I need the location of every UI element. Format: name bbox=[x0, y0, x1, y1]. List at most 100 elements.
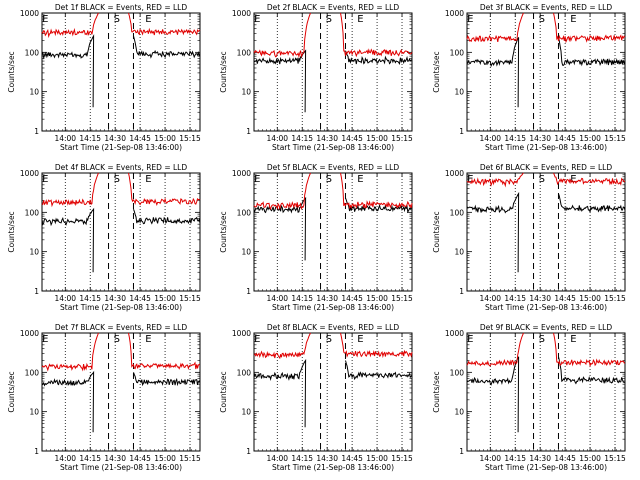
interval-marker: E bbox=[254, 14, 260, 25]
series-lld-post bbox=[128, 12, 201, 36]
x-tick-label: 15:15 bbox=[179, 294, 201, 303]
x-tick-label: 14:15 bbox=[79, 454, 101, 463]
x-tick-label: 15:00 bbox=[154, 134, 176, 143]
x-tick-label: 14:45 bbox=[341, 294, 363, 303]
x-tick-label: 15:00 bbox=[579, 134, 601, 143]
interval-marker: S bbox=[326, 14, 332, 25]
x-tick-label: 14:15 bbox=[291, 294, 313, 303]
panel-title: Det 2f BLACK = Events, RED = LLD bbox=[267, 3, 400, 12]
y-tick-label: 10 bbox=[29, 248, 39, 257]
interval-marker: E bbox=[254, 334, 260, 345]
series-events-post bbox=[133, 372, 201, 387]
series-events-post bbox=[558, 356, 626, 385]
panel-det-8: Det 8f BLACK = Events, RED = LLD 1 10 100 10… bbox=[219, 323, 413, 472]
y-axis-label: Counts/sec bbox=[432, 211, 441, 252]
x-tick-label: 14:00 bbox=[266, 294, 288, 303]
x-axis-label: Start Time (21-Sep-08 13:46:00) bbox=[272, 303, 394, 312]
x-tick-label: 14:45 bbox=[129, 294, 151, 303]
x-tick-label: 14:30 bbox=[529, 454, 551, 463]
interval-marker: E bbox=[42, 174, 48, 185]
series-events-post bbox=[558, 193, 626, 214]
x-tick-label: 14:15 bbox=[291, 454, 313, 463]
x-tick-label: 14:15 bbox=[504, 294, 526, 303]
y-tick-label: 10 bbox=[454, 88, 464, 97]
series-events-pre bbox=[41, 34, 95, 108]
panel-title: Det 3f BLACK = Events, RED = LLD bbox=[480, 3, 613, 12]
series-lld-post bbox=[340, 172, 413, 210]
series-lld-pre bbox=[253, 172, 311, 211]
x-tick-label: 14:30 bbox=[316, 454, 338, 463]
panel-title: Det 8f BLACK = Events, RED = LLD bbox=[267, 323, 400, 332]
series-events-pre bbox=[41, 207, 95, 273]
x-tick-label: 14:30 bbox=[529, 134, 551, 143]
interval-marker: E bbox=[145, 334, 151, 345]
y-tick-label: 1000 bbox=[20, 329, 39, 338]
x-tick-label: 14:00 bbox=[54, 134, 76, 143]
x-tick-label: 14:30 bbox=[104, 134, 126, 143]
panel-det-2: Det 2f BLACK = Events, RED = LLD 1 10 100 10… bbox=[219, 3, 413, 152]
plot-frame bbox=[466, 12, 626, 132]
panel-det-6: Det 6f BLACK = Events, RED = LLD 1 10 100 10… bbox=[432, 163, 626, 312]
interval-marker: S bbox=[539, 14, 545, 25]
series-events-pre bbox=[253, 196, 307, 261]
series-lld-post bbox=[128, 172, 201, 207]
x-tick-label: 15:00 bbox=[366, 294, 388, 303]
series-events-pre bbox=[253, 49, 307, 113]
interval-marker: E bbox=[570, 334, 576, 345]
y-axis-label: Counts/sec bbox=[219, 371, 228, 412]
series-lld-pre bbox=[466, 332, 524, 367]
series-events-pre bbox=[41, 370, 95, 433]
y-tick-label: 10 bbox=[454, 248, 464, 257]
x-axis-label: Start Time (21-Sep-08 13:46:00) bbox=[272, 143, 394, 152]
x-tick-label: 15:00 bbox=[366, 134, 388, 143]
y-tick-label: 100 bbox=[450, 48, 465, 57]
interval-marker: E bbox=[467, 14, 473, 25]
panel-title: Det 5f BLACK = Events, RED = LLD bbox=[267, 163, 400, 172]
y-axis-label: Counts/sec bbox=[7, 51, 16, 92]
x-tick-label: 14:45 bbox=[554, 294, 576, 303]
x-tick-label: 15:15 bbox=[604, 454, 626, 463]
series-lld-post bbox=[340, 332, 413, 359]
panel-det-5: Det 5f BLACK = Events, RED = LLD 1 10 100 10… bbox=[219, 163, 413, 312]
series-lld-pre bbox=[41, 172, 99, 208]
x-tick-label: 15:00 bbox=[366, 454, 388, 463]
series-events-pre bbox=[253, 358, 307, 428]
x-tick-label: 14:00 bbox=[479, 134, 501, 143]
interval-marker: E bbox=[357, 174, 363, 185]
plot-frame bbox=[466, 172, 626, 292]
panel-det-1: Det 1f BLACK = Events, RED = LLD 1 10 100 10… bbox=[7, 3, 201, 152]
y-tick-label: 10 bbox=[454, 408, 464, 417]
interval-marker: E bbox=[570, 174, 576, 185]
y-tick-label: 10 bbox=[241, 88, 251, 97]
x-tick-label: 14:15 bbox=[79, 134, 101, 143]
y-axis-label: Counts/sec bbox=[7, 371, 16, 412]
y-tick-label: 1 bbox=[34, 447, 39, 456]
interval-marker: S bbox=[539, 334, 545, 345]
x-tick-label: 15:15 bbox=[391, 134, 413, 143]
x-tick-label: 15:15 bbox=[604, 294, 626, 303]
interval-marker: E bbox=[357, 334, 363, 345]
x-tick-label: 14:45 bbox=[341, 134, 363, 143]
x-tick-label: 14:30 bbox=[104, 454, 126, 463]
x-axis-label: Start Time (21-Sep-08 13:46:00) bbox=[60, 303, 182, 312]
x-tick-label: 15:15 bbox=[604, 134, 626, 143]
x-tick-label: 14:00 bbox=[54, 454, 76, 463]
x-tick-label: 15:00 bbox=[579, 294, 601, 303]
y-axis-label: Counts/sec bbox=[7, 211, 16, 252]
x-tick-label: 14:00 bbox=[479, 454, 501, 463]
x-tick-label: 14:15 bbox=[504, 454, 526, 463]
panel-det-3: Det 3f BLACK = Events, RED = LLD 1 10 100 10… bbox=[432, 3, 626, 152]
panel-title: Det 9f BLACK = Events, RED = LLD bbox=[480, 323, 613, 332]
x-tick-label: 14:15 bbox=[504, 134, 526, 143]
x-tick-label: 14:45 bbox=[554, 454, 576, 463]
x-tick-label: 15:15 bbox=[391, 294, 413, 303]
y-tick-label: 1000 bbox=[445, 9, 464, 18]
interval-marker: E bbox=[357, 14, 363, 25]
x-tick-label: 15:00 bbox=[154, 454, 176, 463]
y-axis-label: Counts/sec bbox=[432, 371, 441, 412]
x-tick-label: 15:15 bbox=[179, 134, 201, 143]
panel-title: Det 7f BLACK = Events, RED = LLD bbox=[55, 323, 188, 332]
y-tick-label: 1000 bbox=[445, 329, 464, 338]
series-lld-pre bbox=[253, 332, 311, 360]
interval-marker: S bbox=[114, 334, 120, 345]
